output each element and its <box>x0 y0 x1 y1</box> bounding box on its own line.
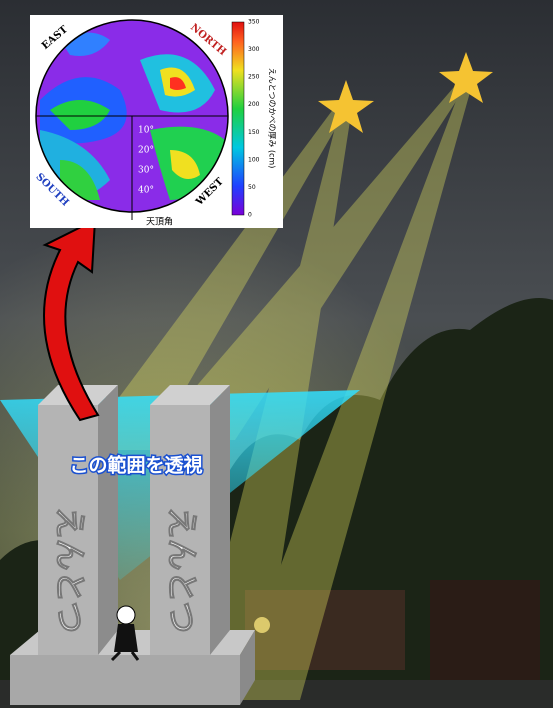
person <box>110 605 140 662</box>
colorbar-tick: 50 <box>248 184 256 191</box>
colorbar-tick: 100 <box>248 156 260 163</box>
angle-label: 40° <box>138 186 154 196</box>
colorbar-tick: 300 <box>248 46 260 53</box>
colorbar-label: えんとつのかべの厚み (cm) <box>268 68 277 169</box>
colorbar-tick: 200 <box>248 101 260 108</box>
angle-label: 10° <box>138 126 154 136</box>
angle-label: 20° <box>138 146 154 156</box>
colorbar-tick: 150 <box>248 129 260 136</box>
colorbar-tick: 250 <box>248 74 260 81</box>
chimney-label: えんとつ <box>163 507 201 634</box>
zenith-label: 天頂角 <box>146 216 173 228</box>
colorbar <box>231 21 245 216</box>
chimneys <box>10 385 255 705</box>
chimney-label: えんとつ <box>51 507 89 634</box>
callout: この範囲を透視 <box>69 454 202 477</box>
colorbar-tick: 350 <box>248 19 260 26</box>
angle-label: 30° <box>138 166 154 176</box>
star <box>439 52 493 103</box>
colorbar-tick: 0 <box>248 212 252 219</box>
star <box>318 80 374 133</box>
